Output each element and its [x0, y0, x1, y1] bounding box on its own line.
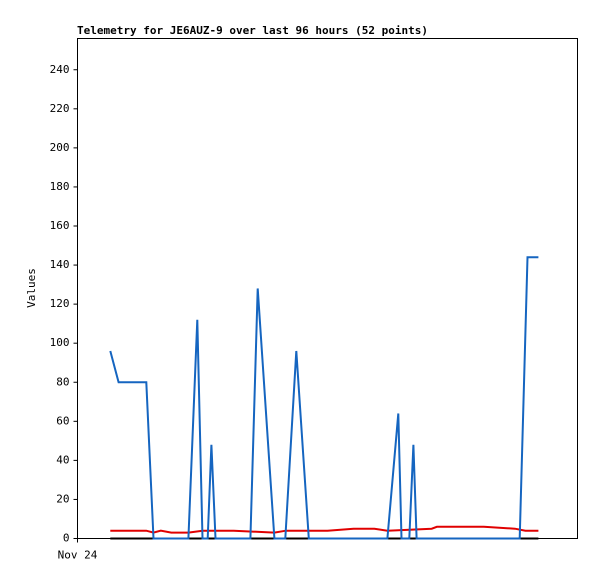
y-tick-label: 240 — [50, 63, 70, 76]
y-tick-label: 220 — [50, 102, 70, 115]
y-tick-label: 80 — [56, 375, 69, 388]
y-tick-label: 0 — [63, 532, 70, 545]
y-tick-label: 120 — [50, 297, 70, 310]
y-tick-label: 40 — [56, 453, 69, 466]
series-line — [110, 525, 539, 534]
y-tick-label: 100 — [50, 336, 70, 349]
y-tick-label: 140 — [50, 258, 70, 271]
series-line — [109, 256, 539, 540]
y-tick-label: 60 — [56, 414, 69, 427]
y-tick-label: 200 — [50, 141, 70, 154]
y-tick-label: 160 — [50, 219, 70, 232]
y-axis-label: Values — [25, 268, 38, 308]
x-tick-label: Nov 24 — [58, 549, 98, 562]
y-tick-label: 180 — [50, 180, 70, 193]
plot-frame — [77, 38, 578, 539]
y-tick-label: 20 — [56, 492, 69, 505]
chart-title: Telemetry for JE6AUZ-9 over last 96 hour… — [77, 24, 428, 37]
